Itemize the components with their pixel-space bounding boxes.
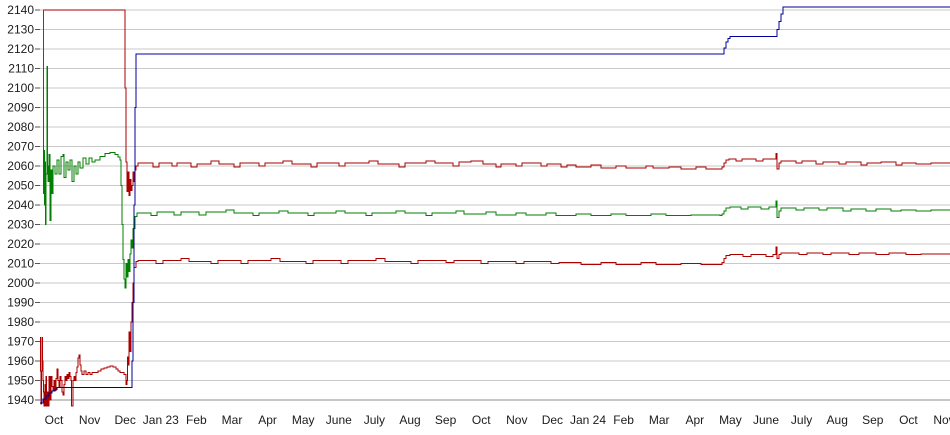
y-tick-label-2090: 2090 [7,101,34,115]
x-tick-label-3: Jan 23 [143,413,179,427]
x-tick-label-6: Apr [258,413,277,427]
x-tick-label-8: June [326,413,352,427]
x-tick-label-17: Mar [649,413,670,427]
y-tick-label-2120: 2120 [7,42,34,56]
y-tick-label-1990: 1990 [7,296,34,310]
y-tick-label-2140: 2140 [7,3,34,17]
y-tick-label-2000: 2000 [7,276,34,290]
y-tick-label-1980: 1980 [7,315,34,329]
y-tick-label-2060: 2060 [7,159,34,173]
x-tick-label-9: July [364,413,385,427]
y-tick-label-2080: 2080 [7,120,34,134]
y-tick-label-2040: 2040 [7,198,34,212]
x-tick-label-25: Nov [933,413,950,427]
series-line-green [43,9,950,289]
x-tick-label-10: Aug [399,413,420,427]
x-tick-label-20: June [753,413,779,427]
x-tick-label-12: Oct [472,413,491,427]
y-tick-label-1950: 1950 [7,374,34,388]
x-tick-label-21: July [791,413,812,427]
x-tick-label-23: Sep [862,413,884,427]
x-tick-label-5: Mar [222,413,243,427]
series-line-blue [40,6,950,404]
y-tick-label-2070: 2070 [7,140,34,154]
x-tick-label-11: Sep [435,413,457,427]
y-tick-label-1970: 1970 [7,335,34,349]
x-tick-label-4: Feb [186,413,207,427]
y-tick-label-2010: 2010 [7,257,34,271]
x-tick-label-13: Nov [506,413,527,427]
x-tick-label-7: May [292,413,315,427]
y-tick-label-2130: 2130 [7,23,34,37]
y-tick-label-1960: 1960 [7,354,34,368]
y-tick-label-2100: 2100 [7,81,34,95]
series-line-red-upper [44,9,950,196]
x-tick-label-15: Jan 24 [570,413,606,427]
series-line-red-lower [40,246,950,407]
x-tick-label-22: Aug [827,413,848,427]
x-tick-label-24: Oct [899,413,918,427]
x-tick-label-16: Feb [613,413,634,427]
x-tick-label-2: Dec [115,413,136,427]
x-tick-label-0: Oct [45,413,64,427]
y-tick-label-2110: 2110 [8,62,34,76]
y-tick-label-2050: 2050 [7,179,34,193]
y-tick-label-2030: 2030 [7,218,34,232]
x-tick-label-18: Apr [685,413,704,427]
x-tick-label-14: Dec [542,413,563,427]
y-tick-label-1940: 1940 [7,393,34,407]
x-tick-label-1: Nov [79,413,100,427]
y-tick-label-2020: 2020 [7,237,34,251]
x-tick-label-19: May [719,413,742,427]
